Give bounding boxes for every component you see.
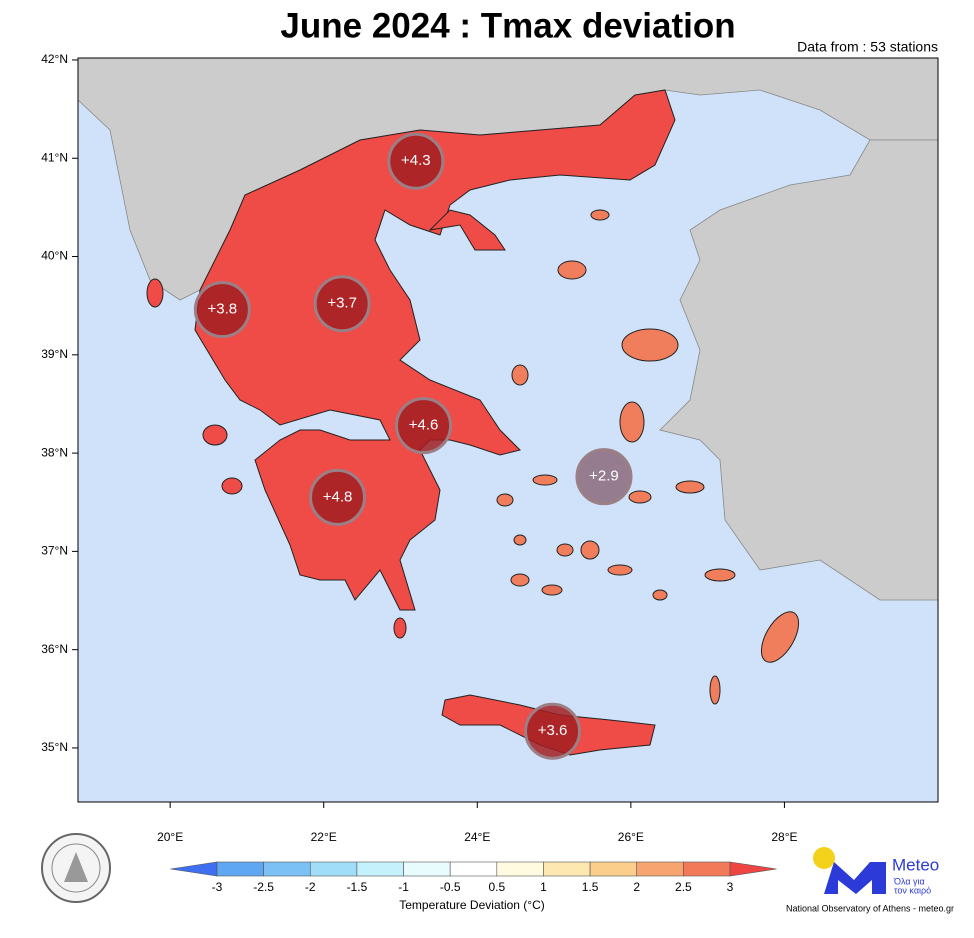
colorbar-segment (589, 861, 638, 877)
lat-tick-label: 36°N (41, 642, 68, 656)
islands (496, 209, 800, 705)
lon-tick-label: 22°E (311, 830, 337, 844)
logo-tagline: Όλα για (893, 876, 925, 886)
colorbar-segment (543, 861, 591, 877)
region-marker (524, 702, 582, 760)
colorbar-tick-label: 3 (727, 880, 734, 894)
colorbar-tick-label: 2 (633, 880, 640, 894)
colorbar-segment (356, 861, 404, 877)
lat-tick-label: 40°N (41, 249, 68, 263)
subtitle: Data from : 53 stations (797, 39, 938, 55)
colorbar-segment (496, 861, 544, 877)
colorbar-segment (216, 861, 264, 877)
chalkidiki (428, 209, 506, 251)
colorbar-tick-label: 2.5 (675, 880, 692, 894)
logo-tagline: τον καιρό (894, 885, 931, 895)
lat-tick-label: 38°N (41, 445, 68, 459)
region-label: +3.8 (208, 301, 238, 318)
colorbar-tick-label: -2.5 (253, 880, 274, 894)
footer: National Observatory of Athens - meteo.g… (786, 903, 954, 913)
colorbar-label: Temperature Deviation (°C) (399, 898, 545, 912)
colorbar-tick-label: 1.5 (582, 880, 599, 894)
title: June 2024 : Tmax deviation (280, 6, 735, 45)
colorbar-segment (263, 861, 311, 877)
region-marker (309, 468, 367, 526)
region-label: +4.3 (401, 152, 431, 169)
lat-tick-label: 37°N (41, 544, 68, 558)
colorbar-tick-label: -1.5 (347, 880, 368, 894)
lat-tick-label: 39°N (41, 347, 68, 361)
colorbar-extend (170, 861, 218, 877)
lon-tick-label: 26°E (618, 830, 644, 844)
noa-seal (41, 833, 111, 903)
colorbar-tick-label: -2 (305, 880, 316, 894)
map (78, 58, 938, 802)
region-marker (313, 275, 371, 333)
lat-tick-label: 35°N (41, 740, 68, 754)
ionian-islands (146, 278, 407, 639)
region-label: +3.6 (538, 722, 568, 739)
colorbar-tick-label: -3 (212, 880, 223, 894)
colorbar-extend (729, 861, 777, 877)
lon-tick-label: 20°E (157, 830, 183, 844)
lat-tick-label: 42°N (41, 52, 68, 66)
region-label: +4.6 (409, 417, 439, 434)
colorbar-segment (403, 861, 451, 877)
colorbar-tick-label: 0.5 (488, 880, 505, 894)
colorbar-segment (636, 861, 684, 877)
colorbar-tick-label: -0.5 (440, 880, 461, 894)
region-marker (387, 132, 445, 190)
region-label: +3.7 (327, 295, 357, 312)
lon-tick-label: 28°E (771, 830, 797, 844)
colorbar-segment (449, 861, 498, 877)
region-marker (395, 397, 453, 455)
lat-tick-label: 41°N (41, 150, 68, 164)
colorbar-segment (309, 861, 358, 877)
region-marker (193, 281, 251, 339)
logo-name: Meteo (892, 855, 939, 874)
region-label: +2.9 (589, 468, 619, 485)
map-frame (77, 57, 939, 803)
meteo-logo: Meteo Όλα για τον καιρό (813, 847, 939, 895)
colorbar-segment (683, 861, 731, 877)
colorbar-tick-label: 1 (540, 880, 547, 894)
lon-tick-label: 24°E (464, 830, 490, 844)
colorbar-tick-label: -1 (398, 880, 409, 894)
region-marker (575, 448, 633, 506)
turkey-land (659, 139, 938, 601)
region-label: +4.8 (323, 488, 353, 505)
